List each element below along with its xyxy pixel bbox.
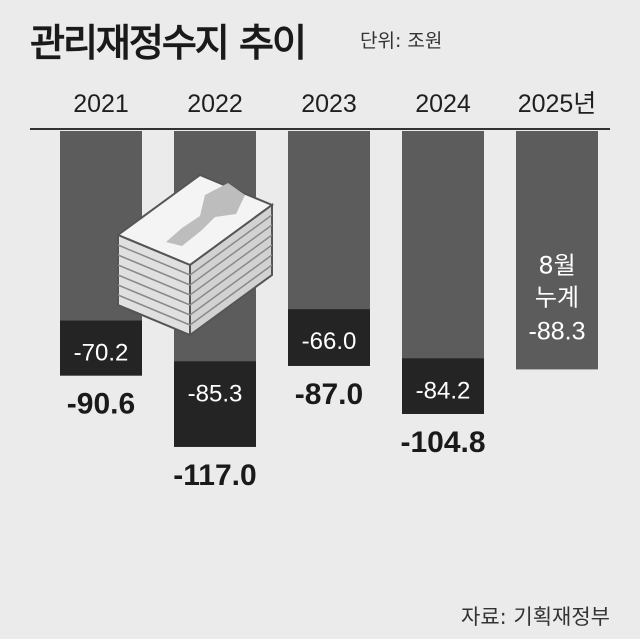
partial-value-label: -85.3 xyxy=(188,380,243,407)
chart-title: 관리재정수지 추이 xyxy=(30,21,307,65)
annotation-cumulative: 누계 xyxy=(535,283,579,311)
total-value-label: -88.3 xyxy=(529,317,586,345)
total-value-label: -104.8 xyxy=(400,426,485,459)
x-tick-label: 2022 xyxy=(187,90,243,118)
total-value-label: -87.0 xyxy=(295,378,363,411)
money-stack-illustration xyxy=(115,173,275,337)
x-tick-label: 2024 xyxy=(415,90,471,118)
total-value-label: -90.6 xyxy=(67,388,135,421)
partial-value-label: -66.0 xyxy=(302,328,357,355)
partial-value-label: -70.2 xyxy=(74,340,129,367)
x-tick-label: 2023 xyxy=(301,90,357,118)
annotation-month: 8월 xyxy=(538,251,575,279)
partial-value-label: -84.2 xyxy=(416,377,471,404)
x-tick-label: 2025년 xyxy=(518,90,597,118)
bar-partial xyxy=(60,320,142,376)
unit-label: 단위: 조원 xyxy=(360,30,443,52)
total-value-label: -117.0 xyxy=(173,459,256,492)
bar-partial xyxy=(174,361,256,447)
source-label: 자료: 기획재정부 xyxy=(461,605,610,629)
bar-partial xyxy=(402,358,484,414)
bar-partial xyxy=(288,309,370,366)
x-tick-label: 2021 xyxy=(73,90,129,118)
bar-total xyxy=(516,131,598,370)
